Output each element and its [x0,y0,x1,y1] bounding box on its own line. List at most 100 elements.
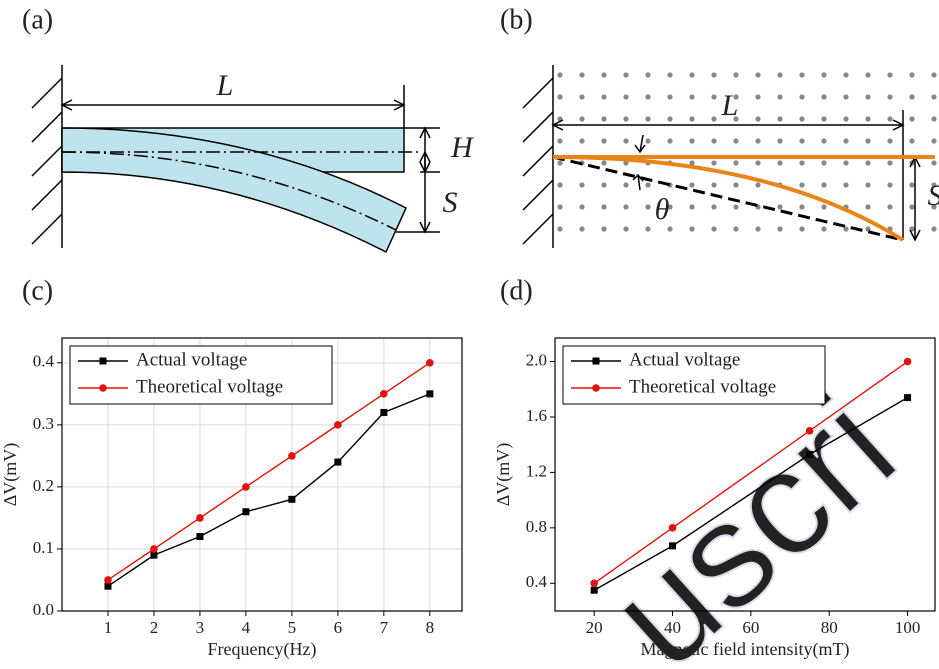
dot [931,204,937,210]
legend-marker [99,357,107,365]
dot [821,204,827,210]
dot [865,160,871,166]
y-tick-label: 0.2 [33,476,54,495]
dot [667,94,673,100]
dot [689,160,695,166]
legend-box [562,345,826,405]
length-label: L [721,89,739,122]
marker [242,508,250,516]
dot [579,138,585,144]
dot [755,116,761,122]
dot [909,116,915,122]
dot [887,138,893,144]
dot [931,138,937,144]
dot [645,72,651,78]
dot [865,226,871,232]
dot [601,72,607,78]
marker [903,357,912,366]
dot [623,226,629,232]
dot [733,116,739,122]
x-tick-label: 7 [380,618,389,637]
x-tick-label: 6 [334,618,343,637]
dot [711,204,717,210]
dot [799,226,805,232]
dot [557,138,563,144]
dot [887,204,893,210]
x-tick-label: 5 [288,618,297,637]
legend-box [69,345,333,405]
dot [645,116,651,122]
marker [288,452,296,460]
dot [931,94,937,100]
marker [196,533,204,541]
dot [887,116,893,122]
dot [733,138,739,144]
panel-label: (b) [500,4,533,35]
x-tick-label: 100 [895,618,921,637]
dot [733,204,739,210]
dot [689,226,695,232]
y-tick-label: 0.8 [526,517,547,536]
marker [590,586,598,594]
dot [623,182,629,188]
dot [931,160,937,166]
y-tick-label: 0.3 [33,414,54,433]
dot [623,94,629,100]
dot [623,138,629,144]
marker [150,545,158,553]
x-tick-label: 4 [242,618,251,637]
y-tick-label: 1.2 [526,461,547,480]
dot [579,182,585,188]
marker [805,427,814,435]
dot [667,116,673,122]
dot [601,116,607,122]
panel-label: (a) [22,4,53,35]
dot [689,116,695,122]
dot [799,160,805,166]
marker [104,582,112,590]
dot [887,160,893,166]
dot [931,116,937,122]
dot [711,116,717,122]
dot [711,72,717,78]
marker [242,483,250,491]
field-dots [557,72,937,232]
dot [645,94,651,100]
dot [755,160,761,166]
diagram-a [31,65,440,254]
legend-marker [99,384,107,392]
marker [590,579,598,588]
dot [821,182,827,188]
plot-frame [554,337,936,612]
dot [799,204,805,210]
dot [777,94,783,100]
x-tick-label: 1 [104,618,113,637]
panel-label: (d) [500,275,533,306]
dot [689,204,695,210]
dot [711,138,717,144]
dot [821,138,827,144]
dot [667,204,673,210]
dot [865,138,871,144]
y-axis-title: ΔV(mV) [0,443,21,507]
y-axis-title: ΔV(mV) [493,443,514,507]
dot [865,204,871,210]
dot [601,204,607,210]
dot [777,226,783,232]
dot [931,72,937,78]
marker [426,359,434,367]
dot [887,94,893,100]
dot [777,72,783,78]
x-axis-title: Frequency(Hz) [208,639,317,660]
dot [711,182,717,188]
dot [909,182,915,188]
x-tick-label: 3 [196,618,205,637]
dot [733,72,739,78]
dot [645,138,651,144]
dot [667,226,673,232]
dot [843,160,849,166]
dot [865,94,871,100]
x-tick-label: 8 [426,618,435,637]
dot [623,204,629,210]
x-tick-label: 80 [821,618,838,637]
